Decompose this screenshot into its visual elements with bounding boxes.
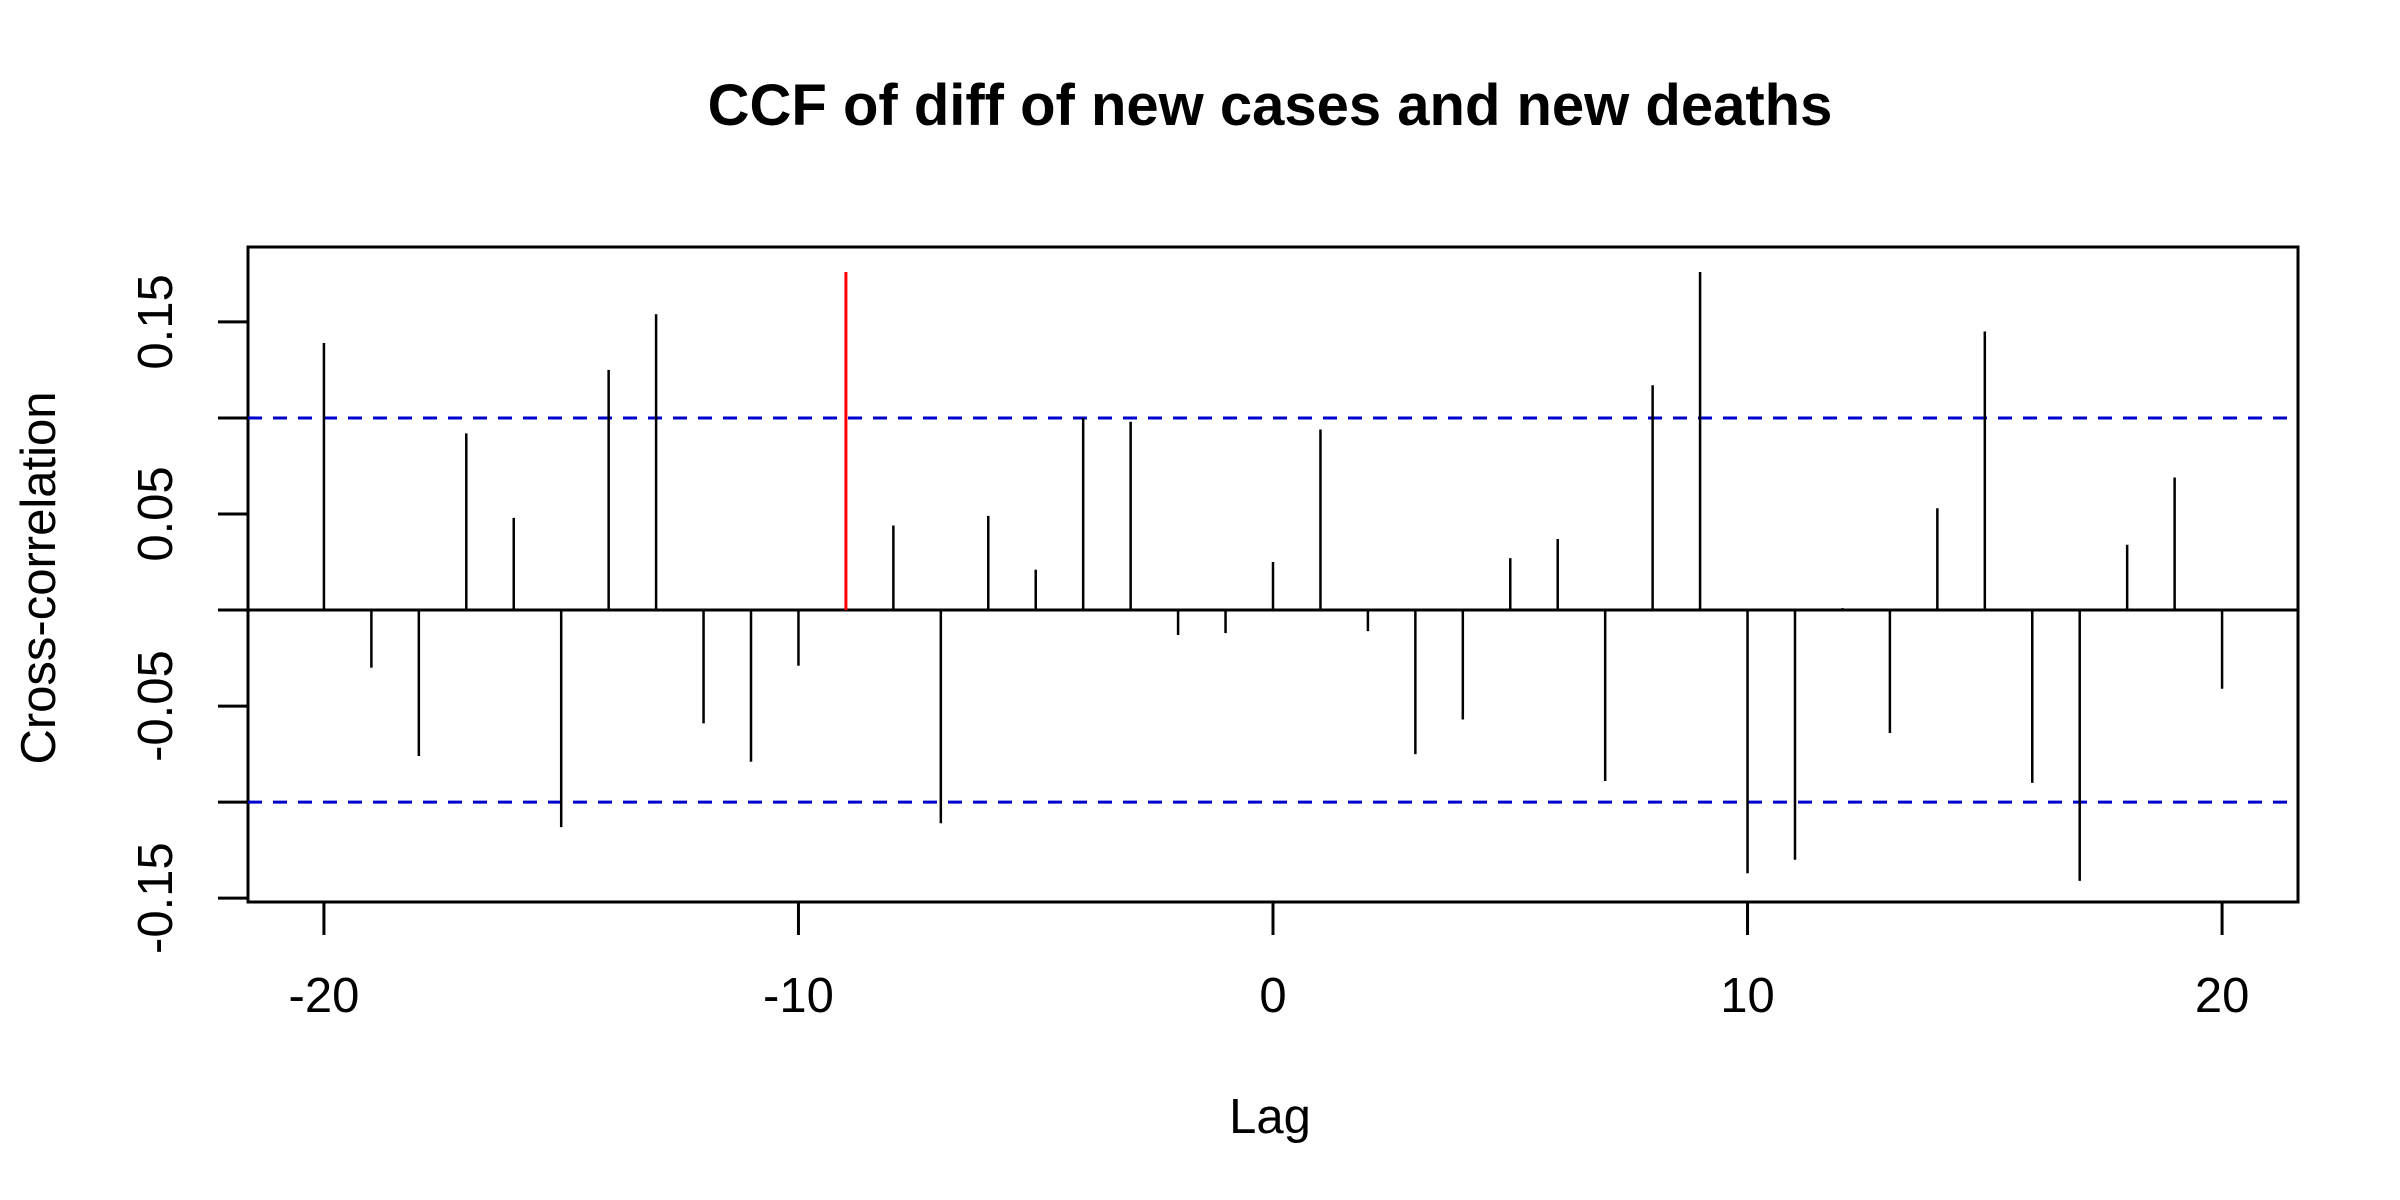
plot-area: -20 -10 0 10 20 -0.15 -0.05 0.05 0.15: [129, 245, 2300, 1023]
x-tick-label: -20: [289, 969, 360, 1023]
y-tick-label: -0.05: [129, 650, 183, 762]
y-tick-label: 0.05: [129, 466, 183, 561]
x-tick-label: 0: [1259, 969, 1286, 1023]
x-axis-label: Lag: [1229, 1090, 1311, 1144]
y-tick-label: -0.15: [129, 842, 183, 954]
x-tick-label: 20: [2195, 969, 2250, 1023]
chart-title: CCF of diff of new cases and new deaths: [708, 73, 1833, 138]
x-tick-label: -10: [763, 969, 834, 1023]
x-tick-label: 10: [1720, 969, 1775, 1023]
y-tick-label: 0.15: [129, 274, 183, 369]
y-axis-label: Cross-correlation: [12, 391, 66, 764]
